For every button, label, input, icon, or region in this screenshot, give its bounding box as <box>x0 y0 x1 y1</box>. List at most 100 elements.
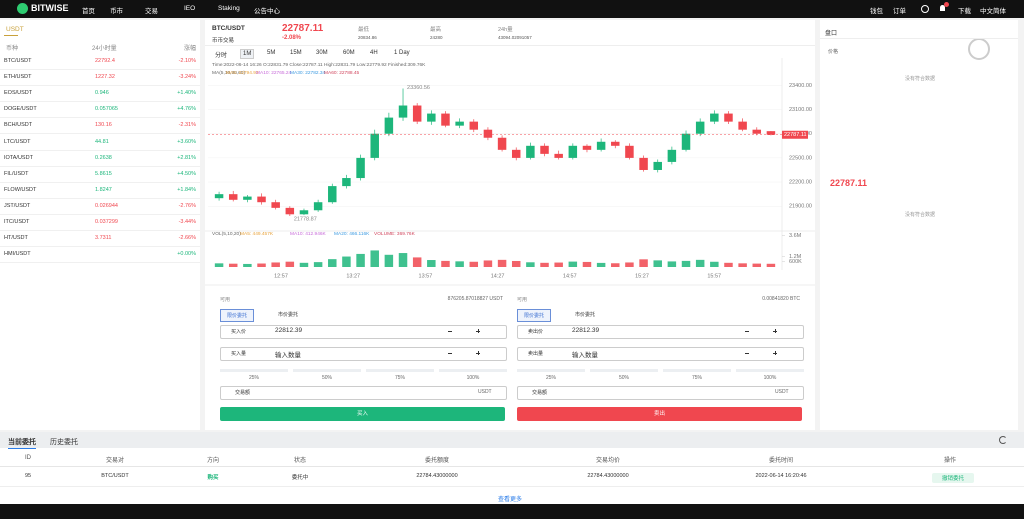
logo[interactable]: BITWISE <box>31 3 69 13</box>
nav-item[interactable]: 币市 <box>110 8 123 15</box>
orders-header: 委托额度 <box>424 458 449 464</box>
pair-name[interactable]: IOTA/USDT <box>4 154 33 161</box>
candle-body <box>384 117 394 134</box>
nav-item[interactable]: 首页 <box>82 8 95 15</box>
pair-name[interactable]: LTC/USDT <box>4 138 31 145</box>
minus-icon[interactable] <box>448 331 452 332</box>
percent-label[interactable]: 100% <box>763 375 777 381</box>
percent-label[interactable]: 25% <box>545 375 556 381</box>
percent-bar[interactable] <box>439 369 507 372</box>
pair-name[interactable]: BTC/USDT <box>4 58 32 64</box>
ma-info: MA5: 22794.93 <box>226 71 259 76</box>
nav-right-item[interactable]: 订单 <box>893 8 906 15</box>
volume-bar <box>313 262 323 267</box>
candle-body <box>370 133 379 158</box>
input-box[interactable] <box>220 325 507 339</box>
nav-item[interactable]: 公告中心 <box>254 8 280 15</box>
pair-name[interactable]: BCH/USDT <box>4 122 33 129</box>
percent-bar[interactable] <box>293 369 361 372</box>
pair-change: -3.44% <box>178 219 196 225</box>
nav-right-item[interactable]: 钱包 <box>870 8 883 15</box>
bell-icon[interactable] <box>940 5 945 11</box>
volume-bar <box>625 262 634 267</box>
volume-bar <box>653 260 662 267</box>
minus-icon[interactable] <box>745 353 749 354</box>
market-header: 24小时量 <box>92 46 117 52</box>
order-tab[interactable]: 市价委托 <box>278 312 299 318</box>
pair-name[interactable]: DOGE/USDT <box>4 106 37 113</box>
market-tab[interactable]: USDT <box>6 26 24 33</box>
interval-tab[interactable]: 15M <box>290 50 302 56</box>
order-tab[interactable]: 限价委托 <box>220 309 255 322</box>
orders-tab[interactable]: 历史委托 <box>50 439 78 446</box>
plus-icon-v[interactable] <box>774 351 776 356</box>
interval-tab[interactable]: 1M <box>240 49 255 59</box>
candle-body <box>257 196 266 203</box>
ticker-stat-label: 最高 <box>430 27 442 33</box>
refresh-icon[interactable] <box>999 436 1007 444</box>
interval-tab[interactable]: 4H <box>370 50 378 56</box>
candle-body <box>228 194 238 200</box>
input-box[interactable] <box>517 347 804 361</box>
pair-name[interactable]: JST/USDT <box>4 202 31 209</box>
pair-name[interactable]: HMI/USDT <box>4 251 31 258</box>
pair-volume: 3.7311 <box>95 235 112 242</box>
interval-tab[interactable]: 5M <box>267 50 276 56</box>
percent-label[interactable]: 100% <box>466 375 480 381</box>
x-tick-label: 14:57 <box>563 273 577 279</box>
percent-bar[interactable] <box>590 369 658 372</box>
percent-label[interactable]: 50% <box>618 375 629 381</box>
nav-right-item[interactable]: 下载 <box>958 8 971 15</box>
percent-label[interactable]: 75% <box>394 375 405 381</box>
percent-bar[interactable] <box>366 369 434 372</box>
percent-bar[interactable] <box>736 369 804 372</box>
interval-tab[interactable]: 60M <box>343 50 355 56</box>
row-divider <box>0 101 200 102</box>
pair-name[interactable]: ITC/USDT <box>4 219 30 225</box>
row-divider <box>0 69 200 70</box>
row-divider <box>0 149 200 150</box>
orders-header: 交易对 <box>105 458 124 464</box>
user-icon[interactable] <box>921 5 929 13</box>
orders-tab[interactable]: 当前委托 <box>8 437 36 449</box>
nav-item[interactable]: 交易 <box>145 8 158 15</box>
submit-button[interactable]: 买入 <box>220 407 505 421</box>
pair-name[interactable]: HT/USDT <box>4 235 28 242</box>
view-more[interactable]: 查看更多 <box>498 497 523 503</box>
pair-name[interactable]: FLOW/USDT <box>4 186 37 193</box>
plus-icon-v[interactable] <box>477 329 479 334</box>
minus-icon[interactable] <box>448 353 452 354</box>
percent-bar[interactable] <box>663 369 731 372</box>
percent-label[interactable]: 75% <box>691 375 702 381</box>
percent-label[interactable]: 25% <box>248 375 259 381</box>
interval-tab[interactable]: 30M <box>316 50 328 56</box>
plus-icon-v[interactable] <box>774 329 776 334</box>
percent-bar[interactable] <box>517 369 585 372</box>
total-box <box>517 386 804 400</box>
submit-button[interactable]: 卖出 <box>517 407 802 421</box>
ticker-stat: 24280 <box>430 35 443 40</box>
volume-bar <box>738 263 747 267</box>
order-tab[interactable]: 市价委托 <box>575 312 596 318</box>
percent-label[interactable]: 50% <box>321 375 332 381</box>
price-tag-label: 22787.11 <box>784 132 807 138</box>
nav-item[interactable]: IEO <box>184 5 196 12</box>
candle-body <box>313 202 323 211</box>
pair-name[interactable]: FIL/USDT <box>4 170 29 177</box>
input-box[interactable] <box>517 325 804 339</box>
interval-tab[interactable]: 1 Day <box>394 50 410 56</box>
input-box[interactable] <box>220 347 507 361</box>
nav-right-item[interactable]: 中文简体 <box>980 8 1006 15</box>
percent-bar[interactable] <box>220 369 288 372</box>
order-tab[interactable]: 限价委托 <box>517 309 552 322</box>
volume-bar <box>271 262 280 267</box>
candle-body <box>285 207 295 215</box>
pair-name[interactable]: EOS/USDT <box>4 90 33 97</box>
volume-bar <box>243 263 252 267</box>
cancel-button[interactable]: 撤销委托 <box>932 473 974 483</box>
plus-icon-v[interactable] <box>477 351 479 356</box>
pair-name[interactable]: ETH/USDT <box>4 74 32 81</box>
minus-icon[interactable] <box>745 331 749 332</box>
nav-item[interactable]: Staking <box>218 5 240 12</box>
interval-tab[interactable]: 分时 <box>215 53 228 59</box>
